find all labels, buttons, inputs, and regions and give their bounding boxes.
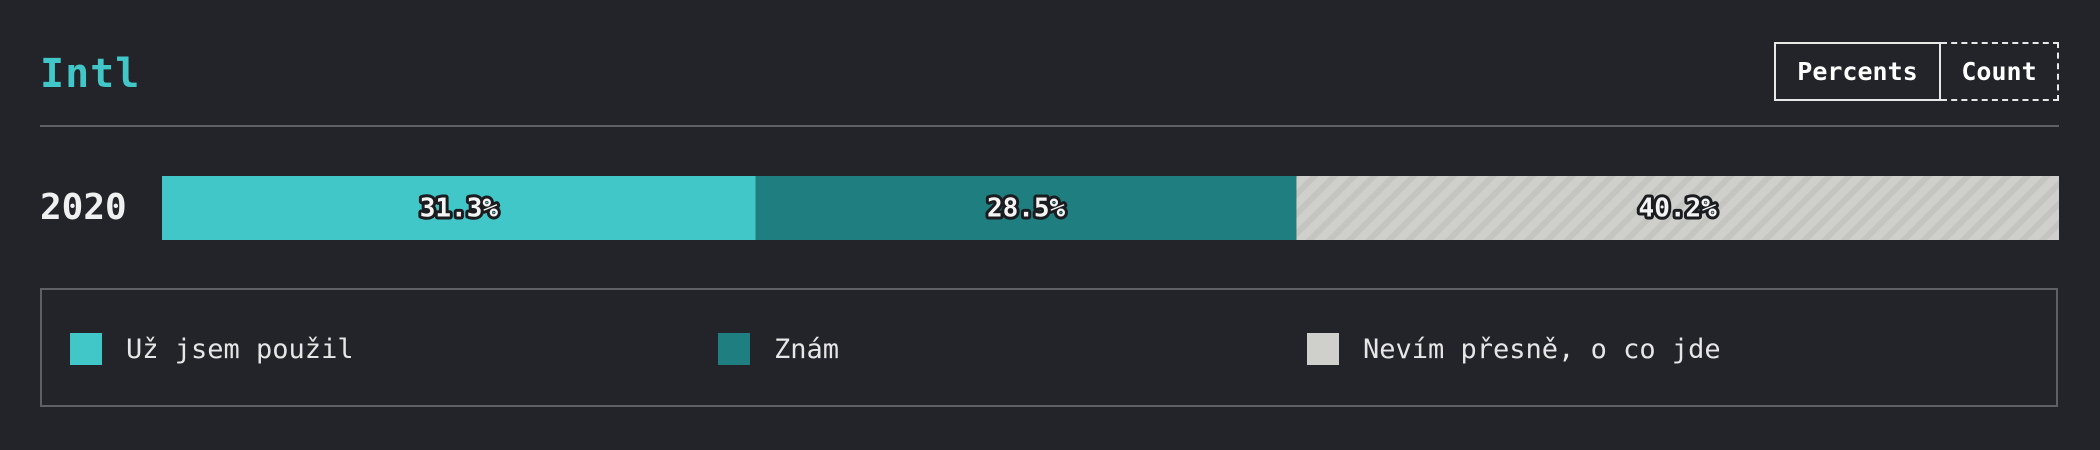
- legend-label-know: Znám: [774, 334, 839, 365]
- count-button[interactable]: Count: [1941, 42, 2059, 101]
- legend-item-used[interactable]: Už jsem použil: [70, 333, 354, 365]
- legend-swatch-used: [70, 333, 102, 365]
- bar-label-unknown: 40.2%: [1639, 194, 1718, 224]
- legend-label-used: Už jsem použil: [126, 334, 354, 365]
- legend-label-unknown: Nevím přesně, o co jde: [1363, 334, 1721, 365]
- legend: Už jsem použil Znám Nevím přesně, o co j…: [40, 288, 2058, 407]
- legend-swatch-unknown: [1307, 333, 1339, 365]
- stacked-bar-chart: 31.3% 28.5% 40.2%: [162, 176, 2059, 240]
- chart-title: Intl: [40, 46, 140, 102]
- row-label-2020: 2020: [40, 180, 127, 236]
- header-divider: [40, 125, 2059, 127]
- bar-label-used: 31.3%: [420, 194, 499, 224]
- percents-button[interactable]: Percents: [1774, 42, 1941, 101]
- bar-label-know: 28.5%: [987, 194, 1066, 224]
- legend-swatch-know: [718, 333, 750, 365]
- legend-item-unknown[interactable]: Nevím přesně, o co jde: [1307, 333, 1721, 365]
- view-toggle: Percents Count: [1774, 42, 2059, 103]
- legend-item-know[interactable]: Znám: [718, 333, 839, 365]
